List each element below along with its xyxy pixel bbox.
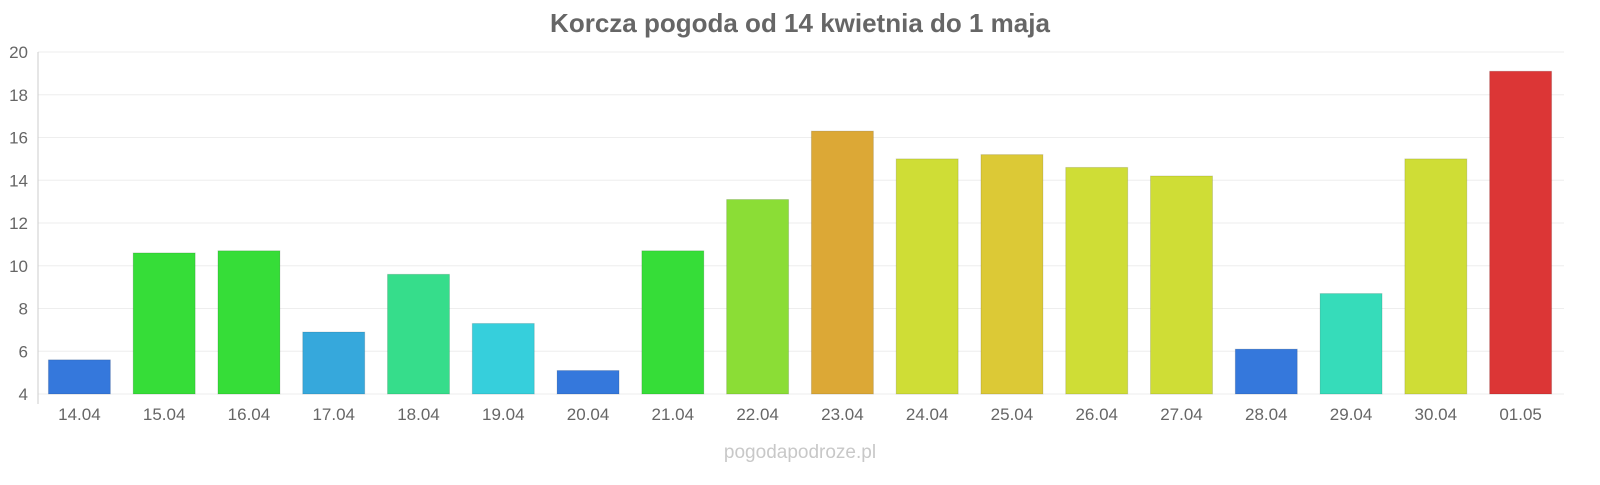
y-tick-label: 20 [9, 43, 28, 62]
x-tick-label: 25.04 [991, 405, 1034, 424]
bar-19.04[interactable] [471, 322, 535, 395]
bar-25.04[interactable] [980, 154, 1044, 395]
bar-16.04[interactable] [217, 250, 281, 395]
x-tick-label: 21.04 [652, 405, 695, 424]
bar-28.04[interactable] [1234, 348, 1298, 395]
x-tick-label: 15.04 [143, 405, 186, 424]
bar-23.04[interactable] [810, 130, 874, 395]
bar-20.04[interactable] [556, 369, 620, 395]
x-tick-label: 26.04 [1075, 405, 1118, 424]
y-tick-label: 4 [19, 385, 28, 404]
x-tick-label: 01.05 [1499, 405, 1542, 424]
bar-24.04[interactable] [895, 158, 959, 395]
y-tick-label: 8 [19, 300, 28, 319]
y-tick-label: 18 [9, 86, 28, 105]
chart-title: Korcza pogoda od 14 kwietnia do 1 maja [550, 8, 1050, 38]
bar-27.04[interactable] [1150, 175, 1213, 395]
x-tick-label: 18.04 [397, 405, 440, 424]
x-tick-label: 24.04 [906, 405, 949, 424]
y-axis-ticks: 4 6 8 10 12 14 16 18 20 [9, 43, 28, 404]
x-tick-label: 29.04 [1330, 405, 1373, 424]
watermark: pogodapodroze.pl [724, 442, 876, 463]
x-tick-label: 14.04 [58, 405, 101, 424]
x-tick-label: 30.04 [1415, 405, 1458, 424]
bar-26.04[interactable] [1065, 166, 1129, 395]
y-tick-label: 14 [9, 171, 28, 190]
bar-14.04[interactable] [47, 359, 111, 395]
bar-29.04[interactable] [1319, 293, 1383, 395]
x-tick-label: 23.04 [821, 405, 864, 424]
y-tick-label: 6 [19, 342, 28, 361]
y-tick-label: 16 [9, 129, 28, 148]
x-tick-label: 27.04 [1160, 405, 1203, 424]
x-tick-label: 22.04 [736, 405, 779, 424]
bar-17.04[interactable] [302, 331, 366, 395]
bar-01.05[interactable] [1489, 70, 1553, 395]
bar-21.04[interactable] [641, 250, 705, 395]
bar-18.04[interactable] [387, 273, 450, 395]
x-tick-label: 19.04 [482, 405, 525, 424]
bar-30.04[interactable] [1404, 158, 1468, 395]
y-tick-label: 10 [9, 257, 28, 276]
gridlines [38, 51, 1564, 395]
y-tick-label: 12 [9, 214, 28, 233]
x-tick-label: 17.04 [312, 405, 355, 424]
bar-15.04[interactable] [132, 252, 196, 395]
x-axis-ticks: 14.04 15.04 16.04 17.04 18.04 19.04 20.04 21.04… [58, 405, 1542, 424]
x-tick-label: 20.04 [567, 405, 610, 424]
x-tick-label: 16.04 [228, 405, 271, 424]
bar-22.04[interactable] [726, 198, 790, 395]
bars [47, 70, 1553, 395]
x-tick-label: 28.04 [1245, 405, 1288, 424]
